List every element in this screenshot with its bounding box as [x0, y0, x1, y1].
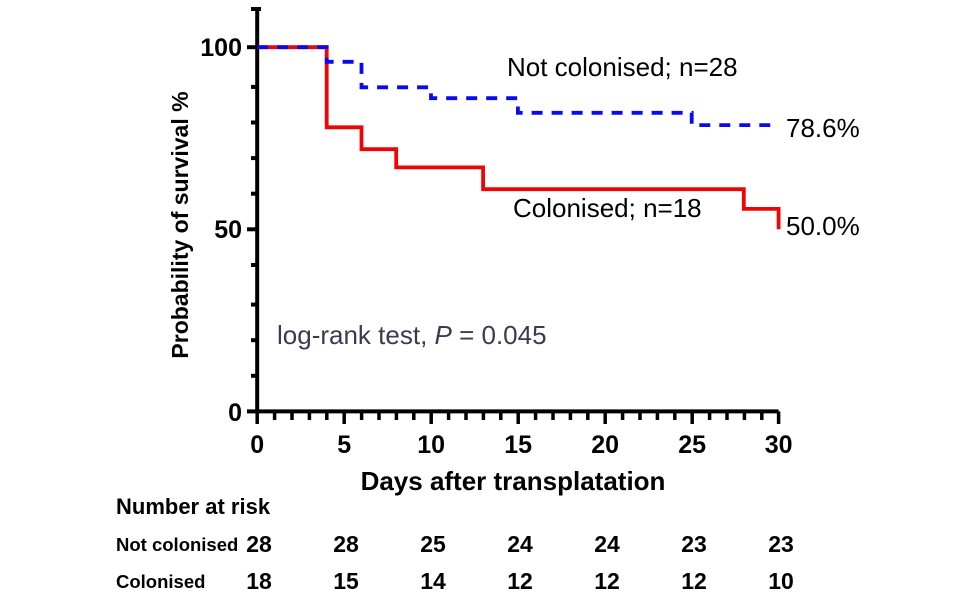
svg-text:12: 12	[594, 568, 620, 594]
svg-text:28: 28	[246, 531, 272, 557]
svg-text:12: 12	[681, 568, 707, 594]
svg-text:20: 20	[591, 431, 619, 459]
svg-text:24: 24	[594, 531, 620, 557]
svg-text:100: 100	[200, 34, 242, 62]
svg-text:10: 10	[768, 568, 794, 594]
svg-text:Colonised: Colonised	[116, 571, 205, 592]
svg-text:25: 25	[678, 431, 706, 459]
svg-text:25: 25	[420, 531, 446, 557]
svg-text:18: 18	[246, 568, 272, 594]
svg-text:12: 12	[507, 568, 533, 594]
svg-text:50: 50	[214, 216, 242, 244]
svg-text:30: 30	[765, 431, 793, 459]
svg-text:0: 0	[228, 399, 242, 427]
svg-text:log-rank test, P = 0.045: log-rank test, P = 0.045	[277, 320, 547, 350]
svg-text:Days after transplatation: Days after transplatation	[361, 466, 666, 496]
svg-text:14: 14	[420, 568, 446, 594]
svg-text:24: 24	[507, 531, 533, 557]
svg-text:78.6%: 78.6%	[786, 113, 860, 143]
svg-text:23: 23	[681, 531, 707, 557]
svg-text:10: 10	[417, 431, 445, 459]
svg-text:Not colonised: Not colonised	[116, 534, 238, 555]
svg-text:23: 23	[768, 531, 794, 557]
svg-text:15: 15	[504, 431, 532, 459]
svg-text:5: 5	[337, 431, 351, 459]
svg-text:50.0%: 50.0%	[786, 211, 860, 241]
svg-text:0: 0	[250, 431, 264, 459]
svg-text:Number at risk: Number at risk	[116, 494, 271, 519]
svg-text:15: 15	[333, 568, 359, 594]
svg-text:28: 28	[333, 531, 359, 557]
svg-text:Not colonised; n=28: Not colonised; n=28	[507, 52, 738, 82]
svg-text:Colonised; n=18: Colonised; n=18	[513, 193, 702, 223]
svg-text:Probability of survival %: Probability of survival %	[167, 91, 193, 358]
